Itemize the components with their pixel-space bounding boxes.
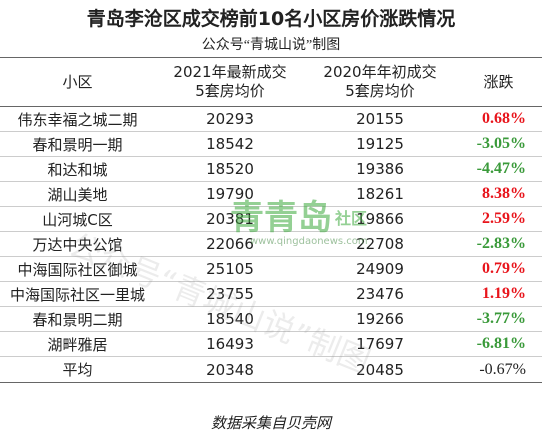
subtitle: 公众号“青城山说”制图 (201, 38, 341, 53)
cell-change: -0.67% (455, 356, 542, 383)
cell-change: -3.05% (455, 131, 542, 157)
cell-price-2020: 19386 (305, 156, 455, 182)
cell-price-2021: 20381 (155, 206, 305, 232)
cell-price-2020: 18261 (305, 181, 455, 207)
table-row: 万达中央公馆 22066 22708 -2.83% (0, 231, 542, 257)
cell-price-2021: 16493 (155, 331, 305, 357)
cell-name: 平均 (0, 356, 155, 383)
column-header-line: 2020年年初成交 (323, 63, 437, 81)
cell-price-2021: 20348 (155, 356, 305, 383)
footer: 数据采集自贝壳网 (210, 416, 331, 432)
cell-change: 2.59% (455, 206, 542, 232)
cell-price-2021: 18542 (155, 131, 305, 157)
column-header: 涨跌 (455, 57, 542, 107)
cell-price-2020: 19266 (305, 306, 455, 332)
column-header-line: 涨跌 (483, 72, 514, 91)
cell-name: 山河城C区 (0, 206, 155, 232)
cell-change: -3.77% (455, 306, 542, 332)
column-header: 小区 (0, 57, 155, 107)
cell-change: -6.81% (455, 331, 542, 357)
cell-change: 1.19% (455, 281, 542, 307)
cell-name: 伟东幸福之城二期 (0, 106, 155, 132)
title: 青岛李沧区成交榜前10名小区房价涨跌情况 (86, 8, 456, 30)
cell-change: -2.83% (455, 231, 542, 257)
cell-price-2021: 22066 (155, 231, 305, 257)
cell-name: 和达和城 (0, 156, 155, 182)
table-row: 湖山美地 19790 18261 8.38% (0, 181, 542, 207)
table-row: 中海国际社区一里城 23755 23476 1.19% (0, 281, 542, 307)
column-header-line: 5套房均价 (195, 82, 265, 100)
cell-price-2020: 22708 (305, 231, 455, 257)
table-row: 湖畔雅居 16493 17697 -6.81% (0, 331, 542, 357)
cell-name: 湖山美地 (0, 181, 155, 207)
table: 小区 2021年最新成交 5套房均价 2020年年初成交 5套房均价 涨跌 伟东幸福之城二… (0, 57, 542, 383)
cell-change: -4.47% (455, 156, 542, 182)
cell-price-2021: 23755 (155, 281, 305, 307)
cell-price-2020: 24909 (305, 256, 455, 282)
cell-name: 春和景明一期 (0, 131, 155, 157)
column-header: 2020年年初成交 5套房均价 (305, 57, 455, 107)
cell-price-2020: 19866 (305, 206, 455, 232)
cell-price-2021: 25105 (155, 256, 305, 282)
cell-change: 8.38% (455, 181, 542, 207)
table-row: 和达和城 18520 19386 -4.47% (0, 156, 542, 182)
cell-price-2020: 23476 (305, 281, 455, 307)
table-row: 中海国际社区御城 25105 24909 0.79% (0, 256, 542, 282)
cell-price-2020: 20155 (305, 106, 455, 132)
cell-name: 中海国际社区御城 (0, 256, 155, 282)
table-row: 平均 20348 20485 -0.67% (0, 356, 542, 383)
header-row: 小区 2021年最新成交 5套房均价 2020年年初成交 5套房均价 涨跌 (0, 57, 542, 107)
table-row: 伟东幸福之城二期 20293 20155 0.68% (0, 106, 542, 132)
column-header-line: 5套房均价 (345, 82, 415, 100)
table-row: 春和景明二期 18540 19266 -3.77% (0, 306, 542, 332)
cell-change: 0.68% (455, 106, 542, 132)
table-row: 山河城C区 20381 19866 2.59% (0, 206, 542, 232)
cell-name: 春和景明二期 (0, 306, 155, 332)
cell-price-2020: 19125 (305, 131, 455, 157)
cell-name: 中海国际社区一里城 (0, 281, 155, 307)
column-header: 2021年最新成交 5套房均价 (155, 57, 305, 107)
cell-change: 0.79% (455, 256, 542, 282)
table-body: 伟东幸福之城二期 20293 20155 0.68% 春和景明一期 18542 19125-… (0, 106, 542, 383)
cell-price-2020: 20485 (305, 356, 455, 383)
column-header-line: 2021年最新成交 (173, 63, 287, 81)
column-header-line: 小区 (62, 72, 93, 91)
cell-price-2021: 19790 (155, 181, 305, 207)
table-row: 春和景明一期 18542 19125 -3.05% (0, 131, 542, 157)
cell-price-2021: 20293 (155, 106, 305, 132)
cell-name: 湖畔雅居 (0, 331, 155, 357)
cell-price-2021: 18540 (155, 306, 305, 332)
cell-price-2021: 18520 (155, 156, 305, 182)
cell-price-2020: 17697 (305, 331, 455, 357)
cell-name: 万达中央公馆 (0, 231, 155, 257)
